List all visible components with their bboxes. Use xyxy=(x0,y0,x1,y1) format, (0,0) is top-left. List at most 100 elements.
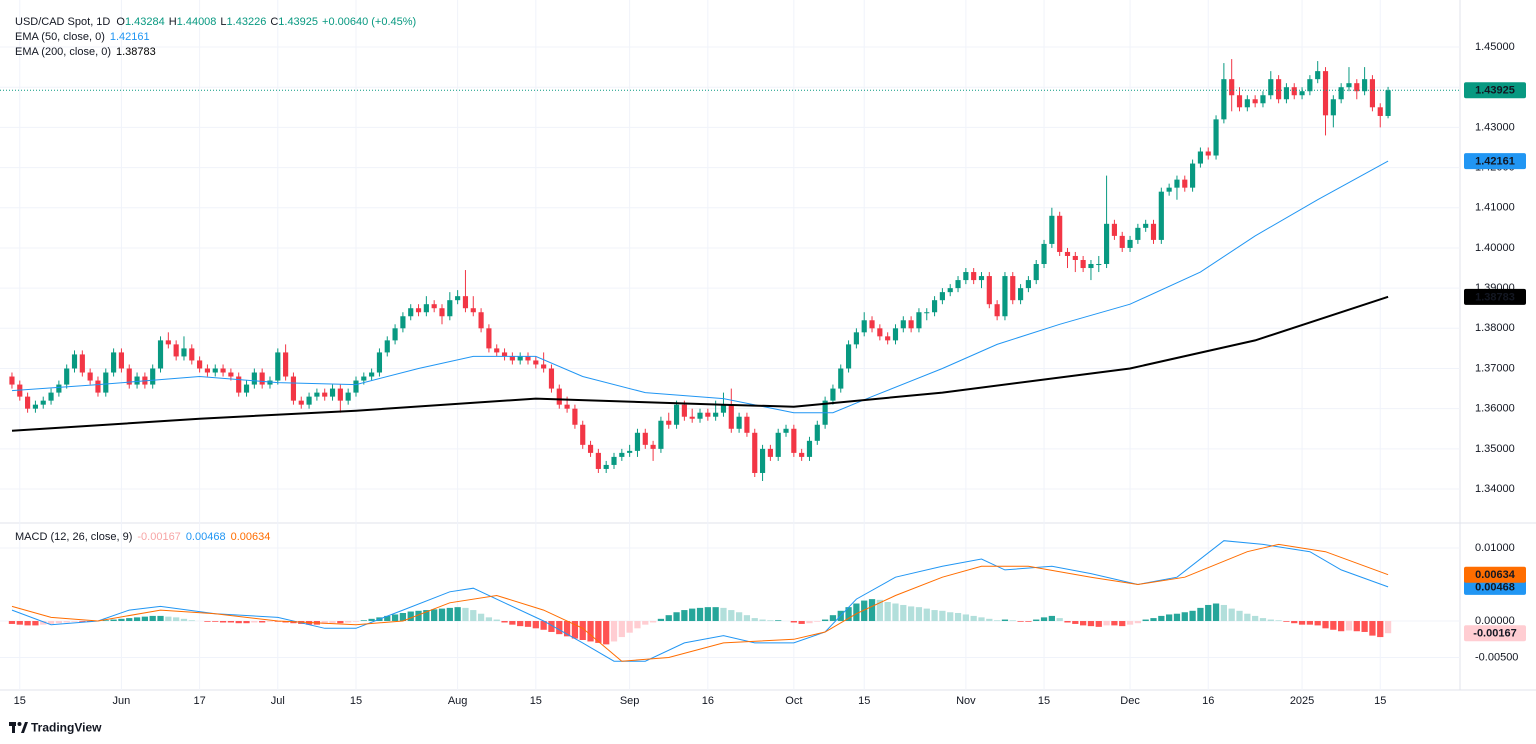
histogram-bar xyxy=(915,607,923,622)
ema-tag-bg xyxy=(1464,153,1526,170)
x-tick-label: Sep xyxy=(620,695,640,707)
candle-body xyxy=(1236,95,1243,108)
histogram-bar xyxy=(40,621,47,625)
x-tick-label: 15 xyxy=(14,695,26,707)
candle-body xyxy=(423,304,429,313)
candle-body xyxy=(353,380,359,393)
histogram-bar xyxy=(1220,604,1228,622)
histogram-bar xyxy=(735,612,743,622)
marks xyxy=(8,59,1392,662)
histogram-bar xyxy=(1095,621,1102,627)
candle-body xyxy=(939,292,945,301)
candle-body xyxy=(650,444,656,449)
histogram-bar xyxy=(1345,621,1353,631)
candle-body xyxy=(1330,99,1336,116)
candle-body xyxy=(509,356,515,361)
candle-body xyxy=(111,352,117,373)
histogram-bar xyxy=(556,621,563,635)
candle-body xyxy=(1229,79,1235,96)
candle-body xyxy=(861,320,867,333)
candle-body xyxy=(1088,264,1094,269)
candle-body xyxy=(1064,251,1071,256)
candle-body xyxy=(9,376,15,385)
grid: 1.340001.350001.360001.370001.380001.390… xyxy=(0,0,1518,707)
logo-shape xyxy=(12,722,15,733)
histogram-bar xyxy=(1048,615,1055,622)
candle-body xyxy=(337,388,343,401)
candle-body xyxy=(1127,239,1133,248)
candle-body xyxy=(462,296,469,309)
histogram-bar xyxy=(751,618,758,622)
histogram-bar xyxy=(532,621,539,629)
histogram-bar xyxy=(540,621,547,630)
histogram-bar xyxy=(1025,621,1032,622)
histogram-bar xyxy=(1056,618,1063,622)
candle-body xyxy=(1158,191,1164,240)
histogram-bar xyxy=(923,608,930,622)
histogram-bar xyxy=(1166,614,1173,622)
candle-body xyxy=(1377,107,1383,116)
ema-name: EMA (50, close, 0) xyxy=(15,31,105,43)
histogram-bar xyxy=(1111,621,1118,626)
histogram-bar xyxy=(1236,610,1243,622)
candle-body xyxy=(1346,83,1352,88)
histogram-bar xyxy=(986,618,993,622)
candle-body xyxy=(1315,71,1321,80)
histogram-bar xyxy=(219,621,227,623)
ohlc-key: O xyxy=(116,16,125,28)
candle-body xyxy=(1080,259,1086,269)
histogram-bar xyxy=(173,617,180,622)
histogram-bar xyxy=(1259,618,1267,622)
hist-tag: -0.00167 xyxy=(1473,628,1516,640)
histogram-bar xyxy=(352,621,360,622)
histogram-bar xyxy=(1298,621,1306,625)
series-line xyxy=(11,543,1389,662)
x-tick-label: 2025 xyxy=(1290,695,1314,707)
histogram-bar xyxy=(1244,613,1251,622)
histogram-bar xyxy=(563,621,571,637)
candle-body xyxy=(126,368,132,385)
hist-value: -0.00167 xyxy=(137,531,180,543)
ema-name: EMA (200, close, 0) xyxy=(15,46,111,58)
candle-body xyxy=(986,276,992,305)
histogram-bar xyxy=(1103,621,1110,626)
candle-body xyxy=(877,328,883,337)
histogram-bar xyxy=(681,610,688,622)
histogram-bar xyxy=(501,621,508,623)
histogram-bar xyxy=(978,617,985,622)
candle-body xyxy=(103,372,109,393)
ohlc-key: C xyxy=(270,16,278,28)
candle-body xyxy=(908,320,914,329)
candle-body xyxy=(283,352,289,377)
histogram-bar xyxy=(861,600,868,622)
x-tick-label: 15 xyxy=(1038,695,1050,707)
candle-body xyxy=(971,272,977,281)
candle-body xyxy=(564,404,570,409)
histogram-bar xyxy=(1017,621,1024,622)
candle-body xyxy=(736,416,742,429)
candle-body xyxy=(931,300,938,313)
candle-body xyxy=(17,384,23,397)
histogram-bar xyxy=(1126,621,1134,625)
histogram-bar xyxy=(1377,621,1384,638)
histogram-bar xyxy=(775,620,782,622)
candle-body xyxy=(486,328,492,349)
histogram-bar xyxy=(485,617,493,622)
histogram-bar xyxy=(180,618,188,622)
histogram-bar xyxy=(24,621,31,626)
histogram-bar xyxy=(1001,619,1009,622)
candle-body xyxy=(744,416,750,433)
histogram-bar xyxy=(579,621,586,640)
histogram-bar xyxy=(1252,615,1259,622)
histogram-bar xyxy=(798,621,805,624)
macd-tag: 0.00634 xyxy=(1475,569,1516,581)
histogram-bar xyxy=(235,621,242,624)
candle-body xyxy=(1174,179,1180,188)
histogram-bar xyxy=(743,615,751,622)
candle-body xyxy=(56,384,62,393)
y-tick-label: 0.01000 xyxy=(1475,542,1515,554)
candle-body xyxy=(1362,79,1368,92)
histogram-bar xyxy=(618,621,625,638)
histogram-bar xyxy=(423,610,430,622)
